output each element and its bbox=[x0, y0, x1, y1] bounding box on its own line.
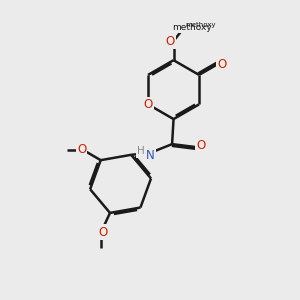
Text: O: O bbox=[196, 139, 206, 152]
Text: O: O bbox=[143, 98, 153, 111]
Text: H: H bbox=[137, 146, 145, 157]
Text: O: O bbox=[165, 34, 175, 48]
Text: O: O bbox=[77, 143, 86, 156]
Text: N: N bbox=[146, 149, 154, 162]
Text: methoxy: methoxy bbox=[185, 22, 216, 28]
Text: O: O bbox=[98, 226, 107, 238]
Text: O: O bbox=[217, 58, 226, 71]
Text: methoxy: methoxy bbox=[172, 23, 212, 32]
